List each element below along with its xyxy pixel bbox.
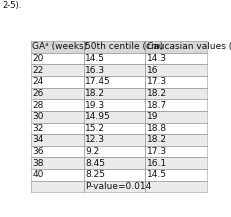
Bar [83,99,145,111]
Bar [31,41,83,53]
Bar [83,169,145,181]
Text: 36: 36 [32,147,44,156]
Bar [145,123,206,134]
Text: 19: 19 [146,112,158,121]
Text: 16: 16 [146,66,158,75]
Bar [145,88,206,99]
Text: 24: 24 [32,77,43,86]
Text: 40: 40 [32,170,43,179]
Text: 2-5).: 2-5). [2,1,22,10]
Bar [31,76,83,88]
Text: P-value=0.014: P-value=0.014 [85,182,151,191]
Text: 18.2: 18.2 [146,89,166,98]
Text: Caucasian values (cm): Caucasian values (cm) [146,42,231,51]
Text: 9.2: 9.2 [85,147,99,156]
Text: 15.2: 15.2 [85,124,105,133]
Text: 12.3: 12.3 [85,135,105,145]
Text: 14.95: 14.95 [85,112,110,121]
Text: 17.3: 17.3 [146,77,166,86]
Text: 18.7: 18.7 [146,100,166,110]
Bar [31,181,83,192]
Text: 22: 22 [32,66,43,75]
Text: 18.2: 18.2 [146,135,166,145]
Bar [83,88,145,99]
Bar [145,111,206,123]
Bar [83,76,145,88]
Bar [145,76,206,88]
Bar [31,123,83,134]
Text: 30: 30 [32,112,44,121]
Bar [83,111,145,123]
Text: 17.3: 17.3 [146,147,166,156]
Text: 17.45: 17.45 [85,77,110,86]
Bar [83,64,145,76]
Bar [31,53,83,64]
Text: 16.1: 16.1 [146,159,166,168]
Bar [31,64,83,76]
Bar [83,134,145,146]
Text: 14.5: 14.5 [85,54,105,63]
Bar [145,99,206,111]
Bar [31,99,83,111]
Text: 20: 20 [32,54,43,63]
Text: 18.2: 18.2 [85,89,105,98]
Bar [145,134,206,146]
Text: GAᵃ (weeks): GAᵃ (weeks) [32,42,87,51]
Text: 14.3: 14.3 [146,54,166,63]
Bar [31,169,83,181]
Bar [145,41,206,53]
Text: 19.3: 19.3 [85,100,105,110]
Text: 32: 32 [32,124,43,133]
Text: 26: 26 [32,89,43,98]
Bar [31,157,83,169]
Bar [145,157,206,169]
Text: 28: 28 [32,100,43,110]
Bar [145,53,206,64]
Bar [31,134,83,146]
Bar [145,181,206,192]
Bar [83,53,145,64]
Bar [31,88,83,99]
Bar [31,111,83,123]
Bar [83,181,145,192]
Text: 14.5: 14.5 [146,170,166,179]
Text: 50th centile (cm): 50th centile (cm) [85,42,163,51]
Text: 8.25: 8.25 [85,170,105,179]
Bar [83,157,145,169]
Bar [83,146,145,157]
Bar [145,169,206,181]
Bar [31,146,83,157]
Bar [145,146,206,157]
Text: 16.3: 16.3 [85,66,105,75]
Text: 34: 34 [32,135,43,145]
Bar [145,64,206,76]
Bar [83,41,145,53]
Bar [83,123,145,134]
Text: 38: 38 [32,159,44,168]
Text: 8.45: 8.45 [85,159,105,168]
Text: 18.8: 18.8 [146,124,166,133]
